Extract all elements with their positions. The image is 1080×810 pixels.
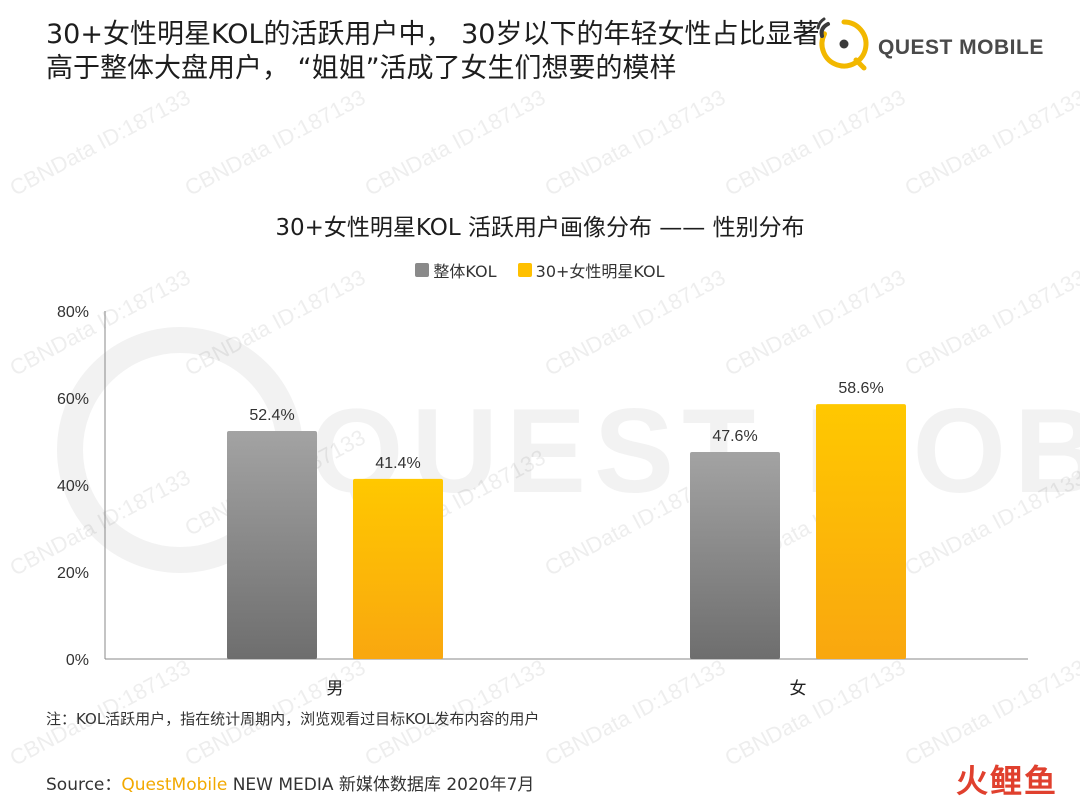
y-tick-label: 20% [57, 565, 89, 582]
bar-series-1-0 [227, 431, 317, 659]
chart-title: 30+女性明星KOL 活跃用户画像分布 —— 性别分布 [275, 215, 805, 241]
y-tick-label: 0% [66, 652, 89, 669]
source-line: Source：QuestMobile NEW MEDIA 新媒体数据库 2020… [46, 770, 534, 795]
data-label: 58.6% [838, 380, 883, 397]
bar-chart: QUEST MOBILE 0%20%40%60%80% 52.4%41.4%男4… [57, 304, 1080, 699]
x-category-label: 女 [790, 679, 807, 699]
headline: 30+女性明星KOL的活跃用户中， 30岁以下的年轻女性占比显著 高于整体大盘用… [46, 18, 820, 86]
corner-logo: 火鲤鱼 [955, 762, 1058, 800]
legend-swatch-series-2 [517, 263, 532, 277]
headline-line-1: 30+女性明星KOL的活跃用户中， 30岁以下的年轻女性占比显著 [46, 19, 820, 50]
data-label: 52.4% [249, 407, 294, 424]
x-category-label: 男 [327, 679, 344, 699]
legend-swatch-series-1 [415, 263, 430, 277]
footnote: 注：KOL活跃用户，指在统计周期内，浏览观看过目标KOL发布内容的用户 [46, 710, 540, 728]
bar-series-1-1 [690, 451, 780, 659]
source-brand: QuestMobile [121, 775, 228, 795]
source-rest: NEW MEDIA 新媒体数据库 2020年7月 [227, 775, 535, 795]
bar-series-2-1 [816, 404, 906, 659]
headline-line-2: 高于整体大盘用户， “姐姐”活成了女生们想要的模样 [46, 53, 677, 84]
y-tick-label: 80% [57, 304, 89, 321]
y-tick-label: 60% [57, 391, 89, 408]
logo-text: QUEST MOBILE [878, 36, 1044, 59]
legend-label-series-1: 整体KOL [433, 262, 497, 281]
questmobile-logo-icon [816, 17, 869, 71]
legend-item-series-1: 整体KOL [415, 258, 497, 282]
legend-item-series-2: 30+女性明星KOL [517, 258, 665, 282]
bar-series-2-0 [353, 478, 443, 659]
questmobile-logo: QUEST MOBILE [816, 16, 1046, 72]
y-tick-label: 40% [57, 478, 89, 495]
legend: 整体KOL 30+女性明星KOL [0, 258, 1080, 282]
data-label: 41.4% [375, 455, 420, 472]
legend-label-series-2: 30+女性明星KOL [535, 262, 665, 281]
source-prefix: Source： [46, 775, 122, 795]
data-label: 47.6% [712, 428, 757, 445]
